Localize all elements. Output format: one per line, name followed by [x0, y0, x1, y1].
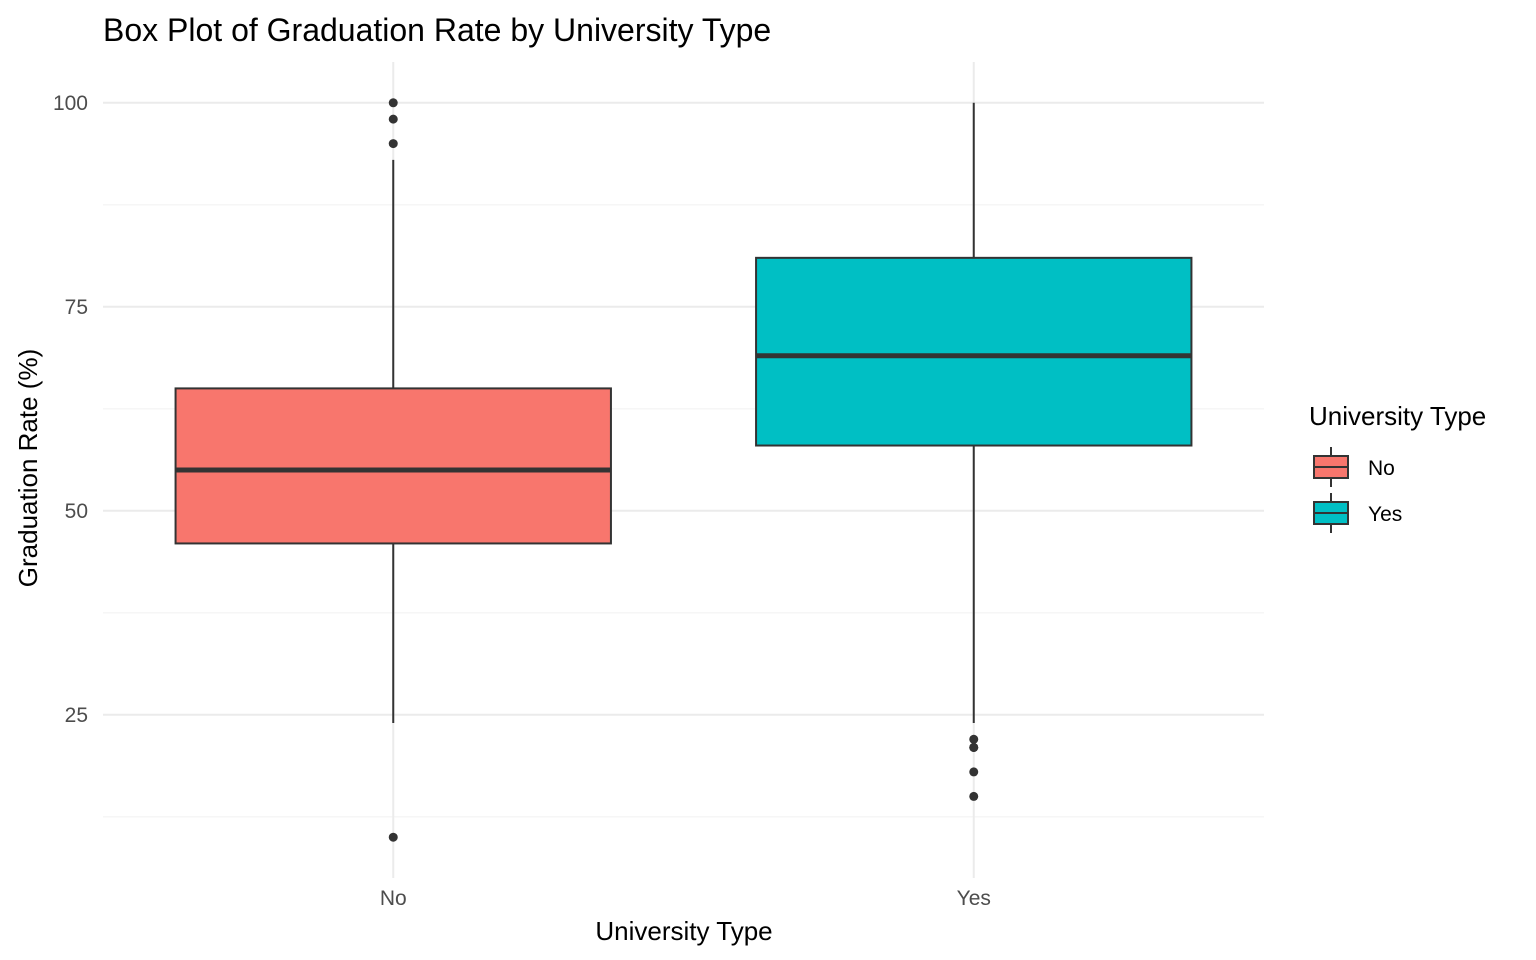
x-axis-title: University Type — [595, 916, 772, 946]
tick-layer: 25 50 75 100 No Yes — [53, 92, 991, 910]
outlier-point — [969, 767, 979, 777]
box-yes — [755, 256, 1193, 447]
legend-item-no: No — [1313, 447, 1395, 487]
x-tick-label: Yes — [957, 887, 991, 910]
box-no — [174, 387, 612, 545]
chart-title: Box Plot of Graduation Rate by Universit… — [103, 12, 771, 48]
legend-label: Yes — [1368, 503, 1402, 526]
outlier-point — [969, 742, 979, 752]
y-tick-label: 50 — [65, 500, 88, 523]
box-group-yes — [755, 102, 1193, 801]
legend-item-yes: Yes — [1313, 493, 1402, 533]
outlier-point — [388, 832, 398, 842]
legend-title: University Type — [1309, 401, 1486, 431]
box-layer — [174, 98, 1193, 842]
outlier-point — [388, 114, 398, 124]
legend-items: No Yes — [1313, 447, 1402, 533]
y-axis-title: Graduation Rate (%) — [13, 349, 43, 587]
outlier-point — [969, 734, 979, 744]
outlier-point — [388, 139, 398, 149]
box-group-no — [174, 98, 612, 842]
legend-label: No — [1368, 457, 1395, 480]
x-tick-label: No — [380, 887, 407, 910]
outlier-point — [969, 791, 979, 801]
legend: University Type No Yes — [1309, 401, 1486, 533]
y-tick-label: 100 — [53, 92, 88, 115]
y-tick-label: 75 — [65, 296, 88, 319]
outlier-point — [388, 98, 398, 108]
y-tick-label: 25 — [65, 704, 88, 727]
